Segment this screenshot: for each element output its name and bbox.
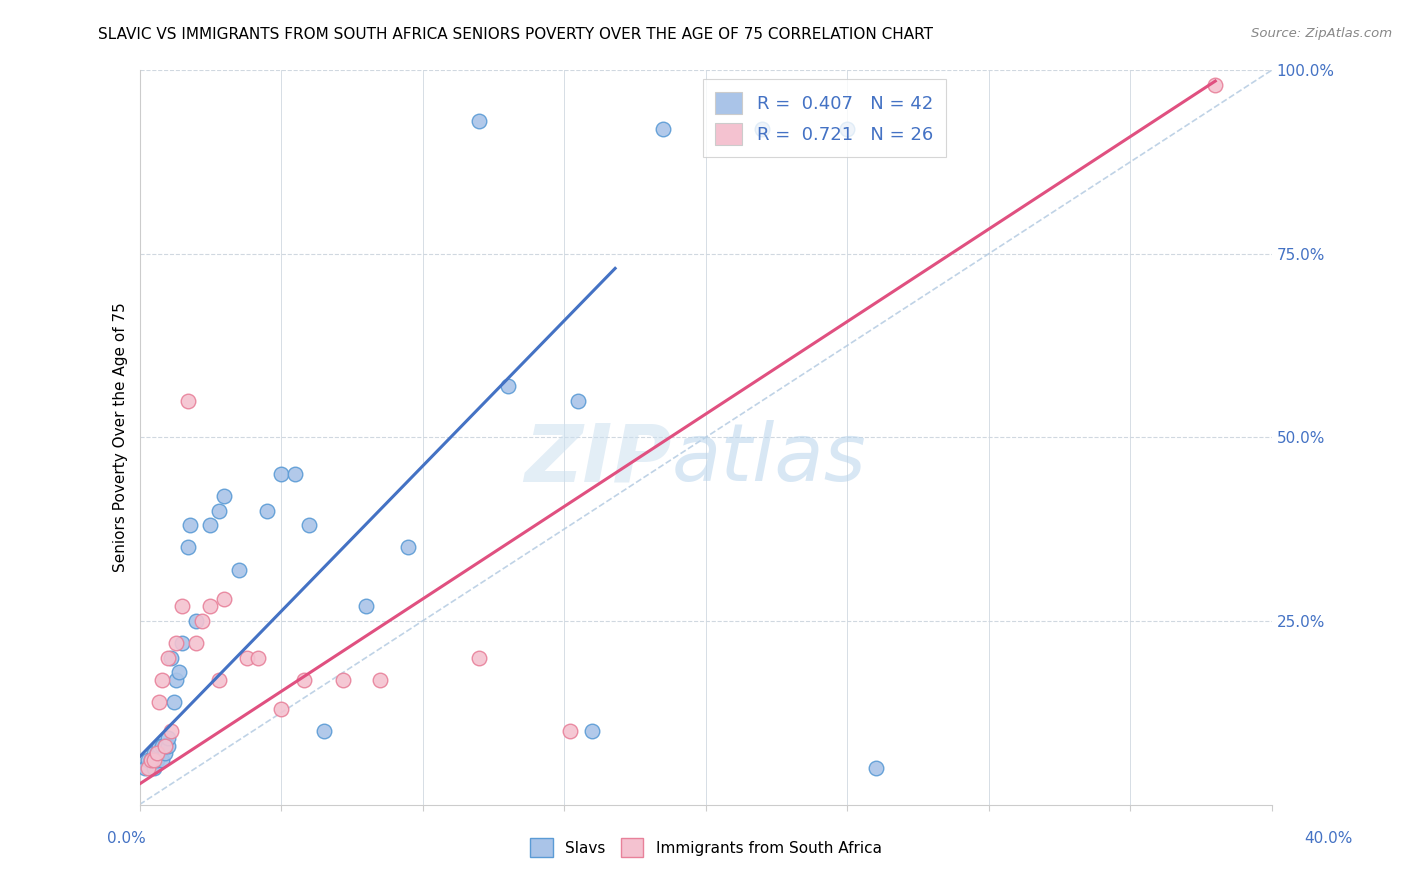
Point	[142, 761, 165, 775]
Text: 0.0%: 0.0%	[107, 831, 146, 846]
Text: atlas: atlas	[672, 420, 866, 499]
Point	[581, 724, 603, 739]
Point	[145, 754, 167, 768]
Legend: R =  0.407   N = 42, R =  0.721   N = 26: R = 0.407 N = 42, R = 0.721 N = 26	[703, 79, 946, 158]
Point	[468, 650, 491, 665]
Point	[256, 504, 278, 518]
Text: Source: ZipAtlas.com: Source: ZipAtlas.com	[1251, 27, 1392, 40]
Point	[332, 673, 354, 687]
Point	[496, 379, 519, 393]
Point	[176, 541, 198, 555]
Point	[150, 673, 173, 687]
Point	[165, 673, 187, 687]
Point	[208, 673, 231, 687]
Point	[150, 754, 173, 768]
Point	[153, 739, 176, 753]
Point	[292, 673, 315, 687]
Point	[837, 121, 859, 136]
Point	[150, 739, 173, 753]
Point	[247, 650, 270, 665]
Text: SLAVIC VS IMMIGRANTS FROM SOUTH AFRICA SENIORS POVERTY OVER THE AGE OF 75 CORREL: SLAVIC VS IMMIGRANTS FROM SOUTH AFRICA S…	[98, 27, 934, 42]
Y-axis label: Seniors Poverty Over the Age of 75: Seniors Poverty Over the Age of 75	[114, 302, 128, 572]
Point	[312, 724, 335, 739]
Point	[148, 746, 170, 760]
Point	[148, 739, 170, 753]
Point	[170, 599, 193, 614]
Point	[558, 724, 581, 739]
Point	[200, 518, 222, 533]
Point	[208, 504, 231, 518]
Point	[214, 489, 236, 503]
Point	[186, 614, 208, 628]
Point	[142, 754, 165, 768]
Point	[153, 746, 176, 760]
Point	[354, 599, 377, 614]
Point	[134, 761, 156, 775]
Point	[156, 739, 179, 753]
Point	[284, 467, 307, 481]
Point	[1204, 78, 1226, 92]
Point	[652, 121, 675, 136]
Point	[270, 467, 292, 481]
Point	[191, 614, 214, 628]
Point	[159, 650, 181, 665]
Point	[170, 636, 193, 650]
Point	[186, 636, 208, 650]
Point	[156, 650, 179, 665]
Point	[176, 393, 198, 408]
Point	[228, 562, 250, 576]
Point	[270, 702, 292, 716]
Point	[142, 746, 165, 760]
Text: 40.0%: 40.0%	[1305, 831, 1353, 846]
Point	[179, 518, 201, 533]
Point	[145, 746, 167, 760]
Point	[368, 673, 391, 687]
Point	[162, 695, 184, 709]
Point	[468, 114, 491, 128]
Point	[865, 761, 887, 775]
Text: ZIP: ZIP	[524, 420, 672, 499]
Point	[148, 695, 170, 709]
Point	[136, 754, 159, 768]
Point	[139, 754, 162, 768]
Point	[159, 724, 181, 739]
Point	[145, 746, 167, 760]
Point	[298, 518, 321, 533]
Point	[153, 739, 176, 753]
Point	[156, 731, 179, 746]
Point	[236, 650, 259, 665]
Point	[398, 541, 420, 555]
Point	[200, 599, 222, 614]
Point	[139, 754, 162, 768]
Point	[567, 393, 589, 408]
Point	[165, 636, 187, 650]
Point	[214, 591, 236, 606]
Point	[136, 761, 159, 775]
Point	[751, 121, 773, 136]
Point	[167, 665, 190, 680]
